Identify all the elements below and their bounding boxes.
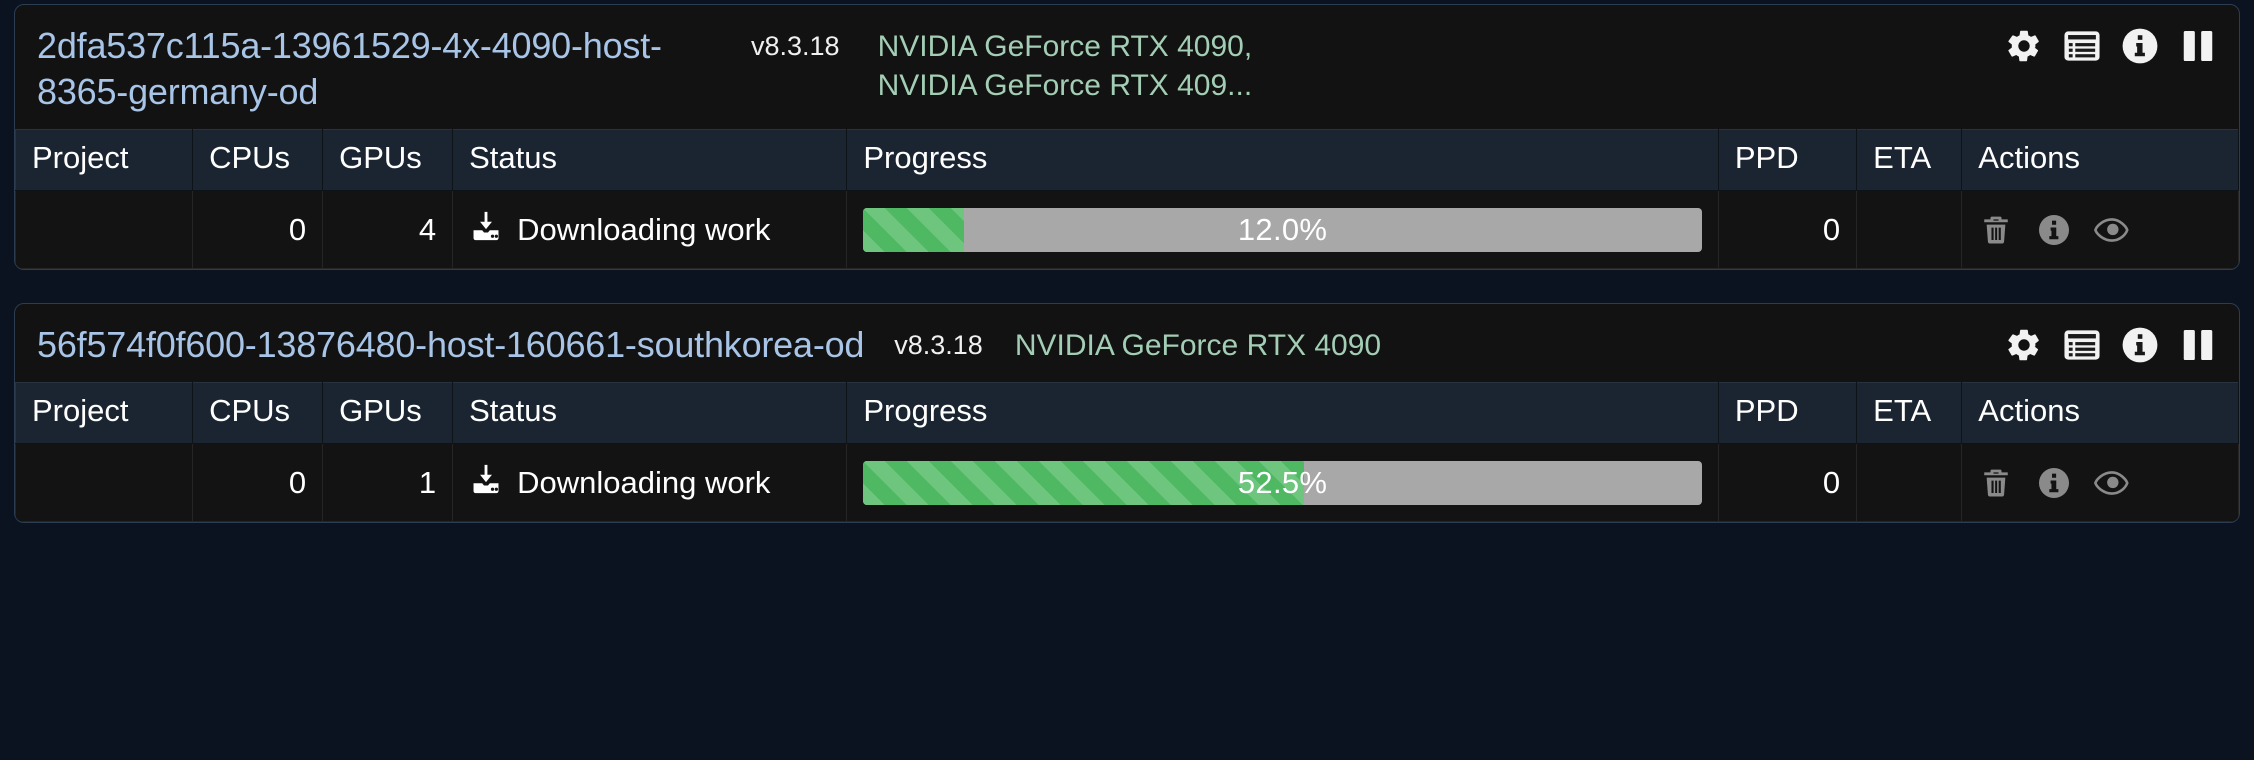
cell-actions xyxy=(1961,190,2239,270)
trash-icon[interactable] xyxy=(1978,212,2014,248)
progress-bar-label: 52.5% xyxy=(1237,464,1328,500)
gear-icon[interactable] xyxy=(2005,326,2043,364)
jobs-table: Project CPUs GPUs Status Progress PPD ET… xyxy=(15,382,2239,523)
progress-bar-fill xyxy=(863,207,964,252)
cell-gpus: 1 xyxy=(322,443,454,523)
column-header-gpus[interactable]: GPUs xyxy=(322,382,454,445)
info-circle-icon[interactable] xyxy=(2121,27,2159,65)
cell-project xyxy=(15,443,194,523)
column-header-progress[interactable]: Progress xyxy=(846,129,1719,192)
cell-ppd: 0 xyxy=(1718,190,1858,270)
info-circle-icon[interactable] xyxy=(2036,212,2072,248)
jobs-table-header-row: Project CPUs GPUs Status Progress PPD ET… xyxy=(15,129,2239,192)
download-icon xyxy=(469,209,503,251)
cell-project xyxy=(15,190,194,270)
client-header-actions xyxy=(2005,23,2217,65)
eye-icon[interactable] xyxy=(2094,212,2130,248)
column-header-actions[interactable]: Actions xyxy=(1961,129,2239,192)
jobs-table-header-row: Project CPUs GPUs Status Progress PPD ET… xyxy=(15,382,2239,445)
table-row[interactable]: 0 4 Download xyxy=(15,190,2239,270)
client-card: 2dfa537c115a-13961529-4x-4090-host-8365-… xyxy=(14,4,2240,271)
client-version-label: v8.3.18 xyxy=(894,330,983,361)
download-icon xyxy=(469,462,503,504)
client-version-label: v8.3.18 xyxy=(751,31,840,61)
cell-eta xyxy=(1856,443,1963,523)
progress-bar-label: 12.0% xyxy=(1237,211,1328,247)
jobs-table: Project CPUs GPUs Status Progress PPD ET… xyxy=(15,129,2239,270)
column-header-ppd[interactable]: PPD xyxy=(1718,129,1858,192)
cell-status: Downloading work xyxy=(452,443,848,523)
column-header-project[interactable]: Project xyxy=(15,382,194,445)
status-label: Downloading work xyxy=(517,211,771,247)
cell-status: Downloading work xyxy=(452,190,848,270)
client-card-header: 2dfa537c115a-13961529-4x-4090-host-8365-… xyxy=(15,5,2239,129)
client-header-actions xyxy=(2005,322,2217,364)
client-card: 56f574f0f600-13876480-host-160661-southk… xyxy=(14,303,2240,524)
pause-icon[interactable] xyxy=(2179,326,2217,364)
status-label: Downloading work xyxy=(517,464,771,500)
table-row[interactable]: 0 1 Download xyxy=(15,443,2239,523)
column-header-ppd[interactable]: PPD xyxy=(1718,382,1858,445)
column-header-cpus[interactable]: CPUs xyxy=(192,129,324,192)
column-header-cpus[interactable]: CPUs xyxy=(192,382,324,445)
cell-cpus: 0 xyxy=(192,190,324,270)
cell-progress: 12.0% xyxy=(846,190,1719,270)
cell-eta xyxy=(1856,190,1963,270)
client-host-link[interactable]: 2dfa537c115a-13961529-4x-4090-host-8365-… xyxy=(37,25,662,113)
gear-icon[interactable] xyxy=(2005,27,2043,65)
progress-bar: 52.5% xyxy=(863,460,1702,505)
column-header-actions[interactable]: Actions xyxy=(1961,382,2239,445)
column-header-progress[interactable]: Progress xyxy=(846,382,1719,445)
column-header-eta[interactable]: ETA xyxy=(1856,382,1963,445)
column-header-gpus[interactable]: GPUs xyxy=(322,129,454,192)
client-gpu-list: NVIDIA GeForce RTX 4090, NVIDIA GeForce … xyxy=(877,30,1253,102)
cell-gpus: 4 xyxy=(322,190,454,270)
column-header-eta[interactable]: ETA xyxy=(1856,129,1963,192)
folding-at-home-clients-page: 2dfa537c115a-13961529-4x-4090-host-8365-… xyxy=(0,4,2254,760)
log-list-icon[interactable] xyxy=(2063,326,2101,364)
progress-bar: 12.0% xyxy=(863,207,1702,252)
eye-icon[interactable] xyxy=(2094,465,2130,501)
client-card-header: 56f574f0f600-13876480-host-160661-southk… xyxy=(15,304,2239,382)
column-header-status[interactable]: Status xyxy=(452,129,848,192)
column-header-project[interactable]: Project xyxy=(15,129,194,192)
trash-icon[interactable] xyxy=(1978,465,2014,501)
info-circle-icon[interactable] xyxy=(2121,326,2159,364)
log-list-icon[interactable] xyxy=(2063,27,2101,65)
client-host-link[interactable]: 56f574f0f600-13876480-host-160661-southk… xyxy=(37,324,865,366)
column-header-status[interactable]: Status xyxy=(452,382,848,445)
progress-bar-fill xyxy=(863,460,1304,505)
cell-actions xyxy=(1961,443,2239,523)
cell-progress: 52.5% xyxy=(846,443,1719,523)
pause-icon[interactable] xyxy=(2179,27,2217,65)
info-circle-icon[interactable] xyxy=(2036,465,2072,501)
cell-ppd: 0 xyxy=(1718,443,1858,523)
cell-cpus: 0 xyxy=(192,443,324,523)
client-gpu-list: NVIDIA GeForce RTX 4090 xyxy=(1014,329,1382,363)
